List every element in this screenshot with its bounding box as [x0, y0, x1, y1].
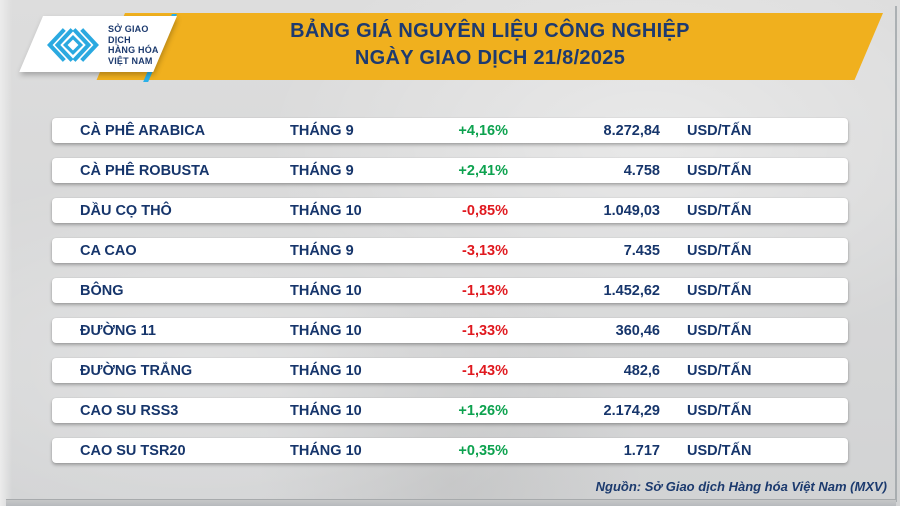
table-row: CAO SU TSR20 THÁNG 10 +0,35% 1.717 USD/T… — [52, 438, 848, 463]
change-percent: +2,41% — [458, 162, 508, 179]
commodity-name: BÔNG — [80, 282, 124, 299]
price-unit: USD/TẤN — [687, 402, 752, 419]
change-percent: +1,26% — [458, 402, 508, 419]
logo-org-name: SỞ GIAO DỊCH HÀNG HÓA VIỆT NAM — [108, 24, 174, 66]
price-unit: USD/TẤN — [687, 362, 752, 379]
commodity-name: CÀ PHÊ ARABICA — [80, 122, 206, 139]
commodity-name: CA CAO — [80, 242, 137, 259]
change-percent: +0,35% — [458, 442, 508, 459]
table-row: ĐƯỜNG TRẮNG THÁNG 10 -1,43% 482,6 USD/TẤ… — [52, 358, 848, 383]
change-percent: -0,85% — [462, 202, 508, 219]
price-value: 4.758 — [623, 162, 660, 179]
page-edge-right — [895, 6, 897, 502]
mxv-logo-icon — [47, 28, 99, 62]
contract-month: THÁNG 10 — [290, 402, 362, 419]
price-unit: USD/TẤN — [687, 122, 752, 139]
table-row: CÀ PHÊ ROBUSTA THÁNG 9 +2,41% 4.758 USD/… — [52, 158, 848, 183]
change-percent: +4,16% — [458, 122, 508, 139]
commodity-name: ĐƯỜNG 11 — [80, 322, 156, 339]
price-unit: USD/TẤN — [687, 242, 752, 259]
board-title: BẢNG GIÁ NGUYÊN LIỆU CÔNG NGHIỆP NGÀY GI… — [140, 18, 840, 72]
table-row: ĐƯỜNG 11 THÁNG 10 -1,33% 360,46 USD/TẤN — [52, 318, 848, 343]
contract-month: THÁNG 10 — [290, 322, 362, 339]
logo-text-line1: SỞ GIAO DỊCH — [108, 24, 149, 45]
price-unit: USD/TẤN — [687, 162, 752, 179]
commodity-name: CAO SU TSR20 — [80, 442, 186, 459]
board-title-line2: NGÀY GIAO DỊCH 21/8/2025 — [354, 47, 626, 69]
price-value: 482,6 — [623, 362, 660, 379]
page-edge-left — [0, 0, 12, 506]
table-row: BÔNG THÁNG 10 -1,13% 1.452,62 USD/TẤN — [52, 278, 848, 303]
change-percent: -1,33% — [462, 322, 508, 339]
commodity-name: CAO SU RSS3 — [80, 402, 179, 419]
table-row: CAO SU RSS3 THÁNG 10 +1,26% 2.174,29 USD… — [52, 398, 848, 423]
logo-text-line3: VIỆT NAM — [108, 55, 153, 66]
price-value: 1.452,62 — [603, 282, 660, 299]
commodity-name: DẦU CỌ THÔ — [80, 202, 172, 219]
mxv-logo: SỞ GIAO DỊCH HÀNG HÓA VIỆT NAM — [44, 22, 174, 68]
price-value: 7.435 — [623, 242, 660, 259]
contract-month: THÁNG 10 — [290, 362, 362, 379]
logo-text-line2: HÀNG HÓA — [108, 45, 159, 55]
table-row: DẦU CỌ THÔ THÁNG 10 -0,85% 1.049,03 USD/… — [52, 198, 848, 223]
contract-month: THÁNG 10 — [290, 202, 362, 219]
commodity-name: ĐƯỜNG TRẮNG — [80, 362, 193, 379]
table-row: CA CAO THÁNG 9 -3,13% 7.435 USD/TẤN — [52, 238, 848, 263]
page-edge-bottom — [6, 499, 896, 506]
board-title-line1: BẢNG GIÁ NGUYÊN LIỆU CÔNG NGHIỆP — [290, 20, 690, 42]
contract-month: THÁNG 9 — [290, 162, 354, 179]
price-table: CÀ PHÊ ARABICA THÁNG 9 +4,16% 8.272,84 U… — [52, 118, 848, 478]
price-unit: USD/TẤN — [687, 442, 752, 459]
price-value: 1.049,03 — [603, 202, 660, 219]
contract-month: THÁNG 10 — [290, 282, 362, 299]
price-unit: USD/TẤN — [687, 322, 752, 339]
change-percent: -3,13% — [462, 242, 508, 259]
price-value: 360,46 — [615, 322, 660, 339]
price-unit: USD/TẤN — [687, 202, 752, 219]
price-value: 1.717 — [623, 442, 660, 459]
change-percent: -1,13% — [462, 282, 508, 299]
table-row: CÀ PHÊ ARABICA THÁNG 9 +4,16% 8.272,84 U… — [52, 118, 848, 143]
change-percent: -1,43% — [462, 362, 508, 379]
contract-month: THÁNG 10 — [290, 442, 362, 459]
price-value: 8.272,84 — [603, 122, 660, 139]
price-unit: USD/TẤN — [687, 282, 752, 299]
contract-month: THÁNG 9 — [290, 242, 354, 259]
source-note: Nguồn: Sở Giao dịch Hàng hóa Việt Nam (M… — [595, 479, 887, 494]
price-value: 2.174,29 — [603, 402, 660, 419]
contract-month: THÁNG 9 — [290, 122, 354, 139]
commodity-name: CÀ PHÊ ROBUSTA — [80, 162, 210, 179]
